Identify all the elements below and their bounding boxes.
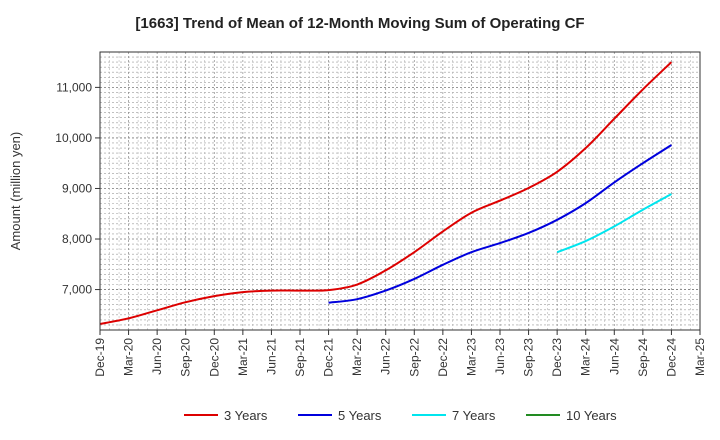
x-tick-label: Sep-21 (293, 338, 307, 377)
x-tick-label: Jun-22 (379, 338, 393, 375)
x-tick-label: Dec-21 (322, 338, 336, 377)
plot-frame (99, 51, 701, 331)
x-tick-label: Mar-25 (693, 338, 707, 376)
plot-area (100, 52, 700, 330)
x-tick-label: Jun-23 (493, 338, 507, 375)
legend-label-10-years: 10 Years (566, 408, 617, 423)
x-tick-label: Jun-20 (150, 338, 164, 375)
legend-label-3-years: 3 Years (224, 408, 268, 423)
series-line-5-years (328, 144, 672, 304)
x-tick-label: Dec-19 (93, 338, 107, 377)
x-tick-label: Mar-23 (464, 338, 478, 376)
series-lines (99, 61, 673, 325)
legend: 3 Years 5 Years 7 Years 10 Years (184, 408, 617, 423)
legend-label-7-years: 7 Years (452, 408, 496, 423)
x-tick-label: Dec-20 (207, 338, 221, 377)
x-tick-label: Dec-23 (550, 338, 564, 377)
x-tick-label: Sep-22 (407, 338, 421, 377)
x-tick-label: Jun-24 (607, 338, 621, 375)
grid-lines (99, 51, 701, 331)
chart-title: [1663] Trend of Mean of 12-Month Moving … (135, 15, 584, 32)
x-tick-label: Mar-24 (579, 338, 593, 376)
x-tick-label: Dec-22 (436, 338, 450, 377)
x-tick-label: Mar-21 (236, 338, 250, 376)
y-axis-label: Amount (million yen) (8, 132, 23, 251)
y-tick-label: 7,000 (62, 283, 92, 297)
x-tick-label: Jun-21 (264, 338, 278, 375)
x-tick-label: Sep-24 (636, 338, 650, 377)
series-line-3-years (99, 61, 673, 325)
y-tick-label: 9,000 (62, 181, 92, 195)
x-tick-label: Sep-23 (522, 338, 536, 377)
series-line-7-years (556, 193, 672, 254)
x-tick-label: Dec-24 (664, 338, 678, 377)
y-axis: 7,000 8,000 9,000 10,000 11,000 (55, 80, 100, 297)
y-tick-label: 11,000 (56, 80, 92, 94)
y-tick-label: 8,000 (62, 232, 92, 246)
x-tick-label: Mar-20 (122, 338, 136, 376)
x-tick-label: Sep-20 (179, 338, 193, 377)
x-tick-label: Mar-22 (350, 338, 364, 376)
y-tick-label: 10,000 (55, 131, 92, 145)
legend-label-5-years: 5 Years (338, 408, 382, 423)
x-axis: Dec-19 Mar-20 Jun-20 Sep-20 Dec-20 Mar-21 Jun-… (93, 330, 707, 377)
